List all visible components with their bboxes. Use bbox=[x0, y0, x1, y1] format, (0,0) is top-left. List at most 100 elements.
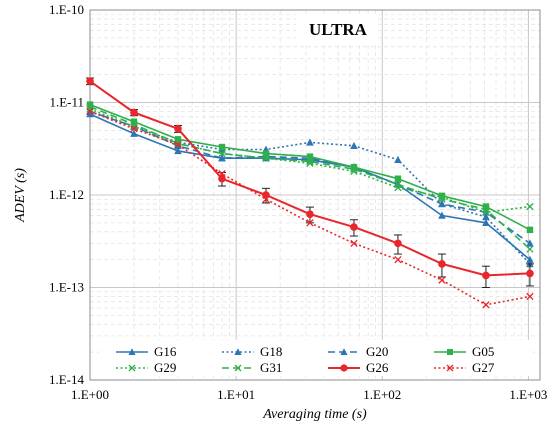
square-marker bbox=[174, 136, 182, 143]
data-point bbox=[438, 211, 446, 219]
legend-item-G20: G20 bbox=[328, 344, 388, 359]
data-point bbox=[130, 118, 138, 125]
data-point bbox=[482, 208, 490, 216]
data-point bbox=[174, 124, 182, 133]
square-marker bbox=[86, 101, 94, 108]
circle-marker bbox=[86, 77, 94, 85]
legend-label: G26 bbox=[366, 360, 389, 375]
triangle-marker bbox=[394, 155, 402, 164]
data-point bbox=[350, 163, 358, 171]
data-point bbox=[394, 175, 402, 182]
data-point bbox=[526, 269, 534, 278]
circle-marker bbox=[306, 210, 314, 219]
circle-marker bbox=[174, 124, 182, 133]
y-axis-title: ADEV (s) bbox=[13, 168, 28, 223]
legend-item-G31: G31 bbox=[222, 360, 282, 375]
circle-marker bbox=[438, 260, 446, 268]
square-marker bbox=[438, 192, 446, 200]
data-point bbox=[218, 154, 226, 162]
data-point bbox=[482, 203, 490, 210]
cross-marker bbox=[526, 245, 534, 253]
circle-marker bbox=[482, 271, 490, 280]
cross-marker bbox=[438, 276, 446, 284]
legend-label: G05 bbox=[472, 344, 494, 359]
data-point bbox=[306, 138, 314, 146]
legend-item-G26: G26 bbox=[328, 360, 389, 375]
data-point bbox=[306, 157, 314, 166]
data-point bbox=[174, 141, 182, 149]
circle-marker bbox=[350, 223, 358, 231]
triangle-marker bbox=[526, 255, 534, 263]
data-point bbox=[394, 239, 402, 248]
data-point bbox=[218, 170, 226, 178]
cross-marker bbox=[218, 149, 226, 158]
cross-marker bbox=[262, 195, 270, 203]
triangle-marker bbox=[482, 212, 490, 221]
data-point bbox=[218, 143, 226, 151]
data-point bbox=[306, 210, 314, 219]
x-axis-title: Averaging time (s) bbox=[262, 407, 367, 422]
data-point bbox=[438, 260, 446, 268]
cross-marker bbox=[262, 154, 270, 162]
data-point bbox=[394, 255, 402, 264]
data-point bbox=[526, 239, 534, 247]
cross-marker bbox=[130, 125, 138, 133]
square-marker bbox=[447, 349, 453, 355]
data-point bbox=[526, 202, 534, 211]
cross-marker bbox=[174, 141, 182, 149]
cross-marker bbox=[482, 205, 490, 213]
legend-item-G29: G29 bbox=[116, 360, 176, 375]
legend-label: G20 bbox=[366, 344, 388, 359]
cross-marker bbox=[128, 364, 136, 372]
triangle-marker bbox=[174, 146, 182, 155]
data-point bbox=[482, 205, 490, 213]
legend-item-G05: G05 bbox=[434, 344, 494, 359]
cross-marker bbox=[438, 195, 446, 203]
square-marker bbox=[350, 163, 358, 171]
x-tick-label: 1.E+01 bbox=[217, 387, 255, 402]
title-background bbox=[296, 14, 378, 42]
chart-title: ULTRA bbox=[309, 20, 368, 39]
circle-marker bbox=[130, 108, 138, 117]
legend-background bbox=[100, 340, 532, 376]
y-tick-labels: 1.E-14 1.E-13 1.E-12 1.E-11 1.E-10 bbox=[49, 2, 85, 387]
data-point bbox=[262, 195, 270, 203]
circle-marker bbox=[218, 174, 226, 183]
cross-marker bbox=[526, 292, 534, 301]
data-point bbox=[130, 125, 138, 133]
cross-marker bbox=[218, 170, 226, 178]
legend-item-G18: G18 bbox=[222, 344, 282, 359]
data-point bbox=[438, 192, 446, 200]
data-point bbox=[482, 301, 490, 309]
data-point bbox=[350, 239, 358, 248]
x-tick-label: 1.E+00 bbox=[71, 387, 109, 402]
cross-marker bbox=[86, 107, 94, 116]
circle-marker bbox=[340, 364, 348, 372]
data-point bbox=[174, 136, 182, 143]
triangle-marker bbox=[234, 348, 242, 355]
data-point bbox=[350, 141, 358, 150]
data-point bbox=[130, 108, 138, 117]
legend-label: G16 bbox=[154, 344, 177, 359]
data-point bbox=[86, 77, 94, 85]
data-point bbox=[526, 245, 534, 253]
y-tick-label: 1.E-13 bbox=[49, 280, 84, 295]
data-point bbox=[86, 107, 94, 116]
series-G26 bbox=[86, 77, 534, 288]
square-marker bbox=[526, 226, 534, 234]
triangle-marker bbox=[306, 138, 314, 146]
x-tick-label: 1.E+03 bbox=[509, 387, 547, 402]
data-point bbox=[438, 195, 446, 203]
data-point bbox=[438, 276, 446, 284]
x-tick-label: 1.E+02 bbox=[363, 387, 401, 402]
series-G05 bbox=[86, 101, 534, 234]
data-point bbox=[306, 219, 314, 227]
cross-marker bbox=[394, 180, 402, 189]
legend-label: G29 bbox=[154, 360, 176, 375]
y-tick-label: 1.E-11 bbox=[49, 95, 84, 110]
circle-marker bbox=[526, 269, 534, 278]
cross-marker bbox=[526, 202, 534, 211]
data-point bbox=[350, 223, 358, 231]
cross-marker bbox=[234, 364, 242, 372]
